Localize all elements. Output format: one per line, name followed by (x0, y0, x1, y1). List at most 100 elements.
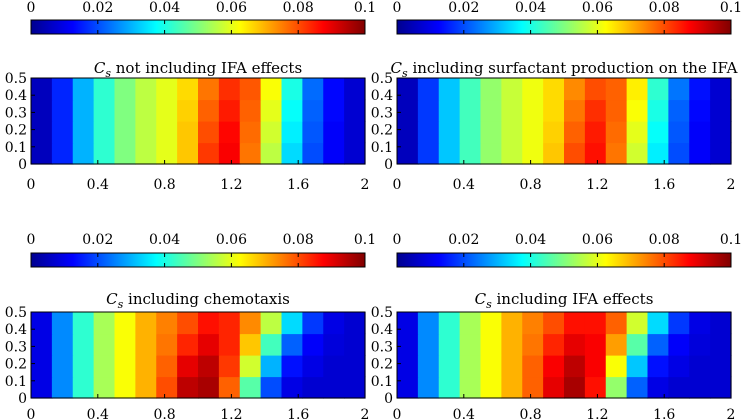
heatmap-cell (93, 355, 116, 378)
title-symbol: C (94, 59, 106, 77)
y-tick-label: 0.1 (371, 374, 393, 390)
heatmap-cell (260, 99, 283, 122)
heatmap-cell (564, 333, 586, 356)
heatmap-cell (438, 376, 461, 399)
heatmap-cell (668, 142, 690, 165)
heatmap-cell (302, 333, 324, 356)
heatmap-cell (51, 99, 74, 122)
heatmap-cell (397, 376, 419, 399)
colorbar-3: 0 0.02 0.04 0.06 0.08 0.1 (27, 232, 376, 268)
heatmap-cell (156, 333, 178, 356)
heatmap-cell (605, 333, 628, 356)
colorbar-tick-label: 0.1 (720, 0, 741, 16)
heatmap-cell (647, 99, 669, 122)
x-tick-label: 1.2 (220, 177, 242, 193)
heatmap-cell (198, 99, 220, 122)
heatmap-cell (397, 121, 419, 144)
colorbar-1: 0 0.02 0.04 0.06 0.08 0.1 (27, 0, 376, 35)
heatmap-cell (302, 355, 324, 378)
heatmap-cell (397, 312, 419, 335)
heatmap-cell (198, 376, 220, 399)
heatmap-cell (647, 312, 669, 335)
heatmap-cell (177, 376, 199, 399)
heatmap-cell (689, 333, 711, 356)
colorbar-gradient (396, 252, 732, 268)
heatmap-cell (459, 142, 482, 165)
heatmap-cell (522, 121, 544, 144)
heatmap-cell (31, 355, 53, 378)
heatmap-cell (114, 312, 136, 335)
heatmap-cell (260, 78, 283, 101)
y-tick-label: 0.3 (371, 339, 393, 355)
colorbar-tick-label: 0.04 (149, 232, 180, 248)
heatmap-cell (543, 121, 565, 144)
heatmap-cell (584, 99, 607, 122)
plot-frame (396, 77, 732, 165)
heatmap-cell (417, 376, 440, 399)
heatmap-cell (239, 355, 262, 378)
heatmap-cell (584, 78, 607, 101)
heatmap-cell (480, 333, 502, 356)
heatmap-cell (668, 355, 690, 378)
heatmap-cell (710, 333, 732, 356)
heatmap-cell (668, 78, 690, 101)
heatmap-cell (438, 121, 461, 144)
heatmap-cell (626, 333, 649, 356)
heatmap-cell (198, 312, 220, 335)
x-tick-label: 0.8 (519, 177, 541, 193)
heatmap-cell (668, 376, 690, 399)
heatmap-cell (198, 355, 220, 378)
title-symbol: C (106, 290, 118, 308)
y-tick-label: 0.2 (371, 357, 393, 373)
heatmap-cell (647, 376, 669, 399)
colorbar-tick-label: 0.06 (216, 232, 247, 248)
heatmap-cell (51, 121, 74, 144)
heatmap-cell (480, 121, 502, 144)
x-tick-label: 0.4 (453, 407, 475, 420)
title-symbol: C (391, 59, 403, 77)
heatmap-cell (177, 121, 199, 144)
heatmap-cell (438, 312, 461, 335)
heatmap-cell (689, 78, 711, 101)
heatmap-cell (281, 121, 303, 144)
heatmap-cell (543, 355, 565, 378)
heatmap-cell (218, 355, 241, 378)
y-tick-label: 0.5 (371, 71, 393, 87)
heatmap-cell (260, 121, 283, 144)
y-tick-label: 0.2 (5, 123, 27, 139)
heatmap-cell (710, 142, 732, 165)
heatmap-cell (239, 142, 262, 165)
y-tick-label: 0.2 (371, 123, 393, 139)
heatmap-cell (156, 312, 178, 335)
x-tick-label: 1.2 (586, 407, 608, 420)
colorbar-tick-label: 0.1 (720, 232, 741, 248)
heatmap-cell (344, 99, 366, 122)
heatmap-cell (93, 333, 116, 356)
heatmap-cell (177, 355, 199, 378)
heatmap-cell (397, 99, 419, 122)
colorbar-tick-label: 0.08 (649, 232, 680, 248)
heatmap-cell (93, 376, 116, 399)
heatmap-cell (72, 142, 95, 165)
x-tick-label: 1.6 (653, 177, 675, 193)
colorbar-tick-label: 0 (27, 232, 36, 248)
heatmap-cell (626, 99, 649, 122)
heatmap-cell (417, 78, 440, 101)
heatmap-cell (114, 376, 136, 399)
heatmap-cell (710, 99, 732, 122)
heatmap-cell (438, 333, 461, 356)
heatmap-cell (480, 355, 502, 378)
heatmap-cell (281, 99, 303, 122)
heatmap-cell (31, 121, 53, 144)
colorbar-tick-label: 0.08 (283, 232, 314, 248)
x-tick-label: 0 (27, 407, 36, 420)
y-tick-label: 0.5 (371, 305, 393, 321)
heatmap-cell (177, 78, 199, 101)
heatmap-cell (459, 99, 482, 122)
heatmap-cell (260, 333, 283, 356)
heatmap-cell (501, 78, 523, 101)
heatmap-cell (564, 142, 586, 165)
heatmap-cell (93, 78, 116, 101)
title-text: including chemotaxis (123, 290, 290, 308)
